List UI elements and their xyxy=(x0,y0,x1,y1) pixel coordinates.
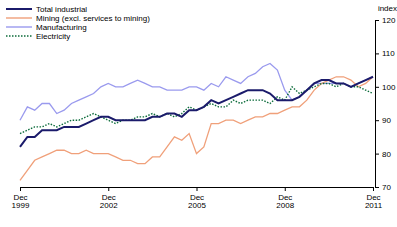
x-tick-label: Dec2008 xyxy=(276,193,294,211)
y-tick: 80 xyxy=(375,150,391,159)
chart: Dec1999 Dec2002 Dec2005 Dec2008 Dec201170 80 9… xyxy=(0,0,397,227)
x-axis: Dec1999 Dec2002 Dec2005 Dec2008 Dec2011 xyxy=(12,187,383,210)
y-tick-mark xyxy=(375,20,379,21)
x-tick: Dec2002 xyxy=(100,187,118,210)
series-line xyxy=(20,77,373,181)
legend-label: Electricity xyxy=(36,32,70,41)
legend-label: Manufacturing xyxy=(36,23,87,32)
legend-swatch xyxy=(6,8,32,10)
x-tick: Dec2008 xyxy=(276,187,294,210)
lines xyxy=(20,63,373,180)
x-tick-mark xyxy=(197,187,198,191)
x-tick: Dec2005 xyxy=(188,187,206,210)
y-tick-label: 80 xyxy=(382,150,391,159)
x-tick-label: Dec2005 xyxy=(188,193,206,211)
y-tick-mark xyxy=(375,187,379,188)
y-tick: 90 xyxy=(375,116,391,125)
y-tick-label: 120 xyxy=(382,16,396,25)
y-axis-line xyxy=(376,21,380,188)
x-axis-line xyxy=(21,188,374,192)
x-tick-mark xyxy=(373,187,374,191)
legend-swatch xyxy=(6,17,32,18)
y-axis-title: index xyxy=(378,4,397,13)
y-tick-label: 70 xyxy=(382,183,391,192)
legend-swatch xyxy=(6,26,32,27)
y-tick: 120 xyxy=(375,16,396,25)
y-tick-label: 90 xyxy=(382,116,391,125)
y-tick-mark xyxy=(375,87,379,88)
legend-swatch xyxy=(6,35,32,36)
y-axis: 70 80 90 100 110 120 xyxy=(375,16,396,192)
legend-label: Total industrial xyxy=(36,5,87,14)
x-tick-label: Dec2011 xyxy=(365,193,383,211)
y-tick-label: 100 xyxy=(382,83,396,92)
x-tick-mark xyxy=(285,187,286,191)
y-tick: 100 xyxy=(375,83,396,92)
x-tick: Dec2011 xyxy=(365,187,383,210)
x-tick-label: Dec1999 xyxy=(12,193,30,211)
legend: Total industrialMining (excl. services t… xyxy=(6,5,150,41)
y-tick-label: 110 xyxy=(382,49,395,58)
y-tick-mark xyxy=(375,120,379,121)
series-line xyxy=(20,63,373,120)
x-tick-label: Dec2002 xyxy=(100,193,118,211)
legend-label: Mining (excl. services to mining) xyxy=(36,14,150,23)
x-tick-mark xyxy=(20,187,21,191)
y-tick-mark xyxy=(375,154,379,155)
x-tick: Dec1999 xyxy=(12,187,30,210)
x-tick-mark xyxy=(108,187,109,191)
y-tick: 70 xyxy=(375,183,391,192)
y-tick: 110 xyxy=(375,49,395,58)
series-line xyxy=(20,77,373,147)
y-tick-mark xyxy=(375,53,379,54)
